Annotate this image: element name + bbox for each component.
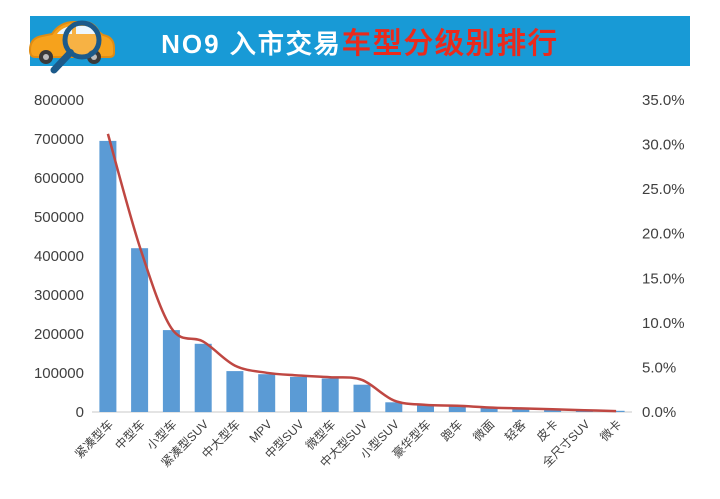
y-axis-label-left: 300000 <box>34 287 84 304</box>
y-axis-label-right: 35.0% <box>642 92 685 109</box>
x-axis-label: MPV <box>247 417 275 445</box>
y-axis-label-left: 600000 <box>34 170 84 187</box>
y-axis-label-left: 100000 <box>34 365 84 382</box>
x-axis-label: 紧凑型车 <box>71 417 116 462</box>
y-axis-label-left: 500000 <box>34 209 84 226</box>
y-axis-label-right: 0.0% <box>642 404 676 421</box>
bar <box>226 371 244 412</box>
car-wheel-hub <box>43 54 49 60</box>
bar <box>448 406 466 412</box>
x-axis-label: 轻客 <box>501 417 529 445</box>
y-axis-label-right: 15.0% <box>642 270 685 287</box>
page: NO9 入市交易车型分级别排行 0 100000 200000 300000 40000… <box>0 16 720 499</box>
magnifier-glass <box>62 20 102 60</box>
car-magnifier-icon <box>28 20 115 74</box>
x-axis-label: 微卡 <box>597 417 624 444</box>
y-axis-label-left: 200000 <box>34 326 84 343</box>
bar <box>258 374 276 412</box>
y-axis-label-left: 700000 <box>34 131 84 148</box>
bar <box>353 384 371 412</box>
bar <box>512 408 530 412</box>
title-banner: NO9 入市交易车型分级别排行 <box>28 16 690 74</box>
y-axis-label-left: 400000 <box>34 248 84 265</box>
y-axis-label-right: 5.0% <box>642 359 676 376</box>
bar <box>194 343 212 413</box>
bar <box>607 410 625 412</box>
bar <box>162 330 180 412</box>
y-axis-label-right: 10.0% <box>642 315 685 332</box>
bar <box>480 407 498 412</box>
bar <box>321 378 339 412</box>
x-axis-label: 微面 <box>470 417 497 444</box>
x-axis-label: 皮卡 <box>534 417 561 444</box>
y-axis-label-right: 25.0% <box>642 181 685 198</box>
y-axis-label-right: 20.0% <box>642 226 685 243</box>
y-axis-label-left: 800000 <box>34 92 84 109</box>
title-prefix: NO9 入市交易 <box>161 29 342 59</box>
x-axis-label: 中型车 <box>112 417 148 453</box>
x-axis-label: 跑车 <box>438 417 466 445</box>
title-highlight: 车型分级别排行 <box>341 28 559 60</box>
bar <box>290 376 307 412</box>
bar <box>99 140 117 412</box>
trend-line <box>106 133 617 413</box>
combo-chart: 0 100000 200000 300000 400000 500000 600000 700… <box>34 92 685 470</box>
bar <box>131 248 149 412</box>
bar <box>385 402 403 413</box>
y-axis-label-right: 30.0% <box>642 137 685 154</box>
magnifier-handle <box>50 49 74 74</box>
bar <box>417 405 434 412</box>
y-axis-label-left: 0 <box>76 404 84 421</box>
page-title: NO9 入市交易车型分级别排行 <box>161 20 559 62</box>
bar <box>544 409 562 412</box>
